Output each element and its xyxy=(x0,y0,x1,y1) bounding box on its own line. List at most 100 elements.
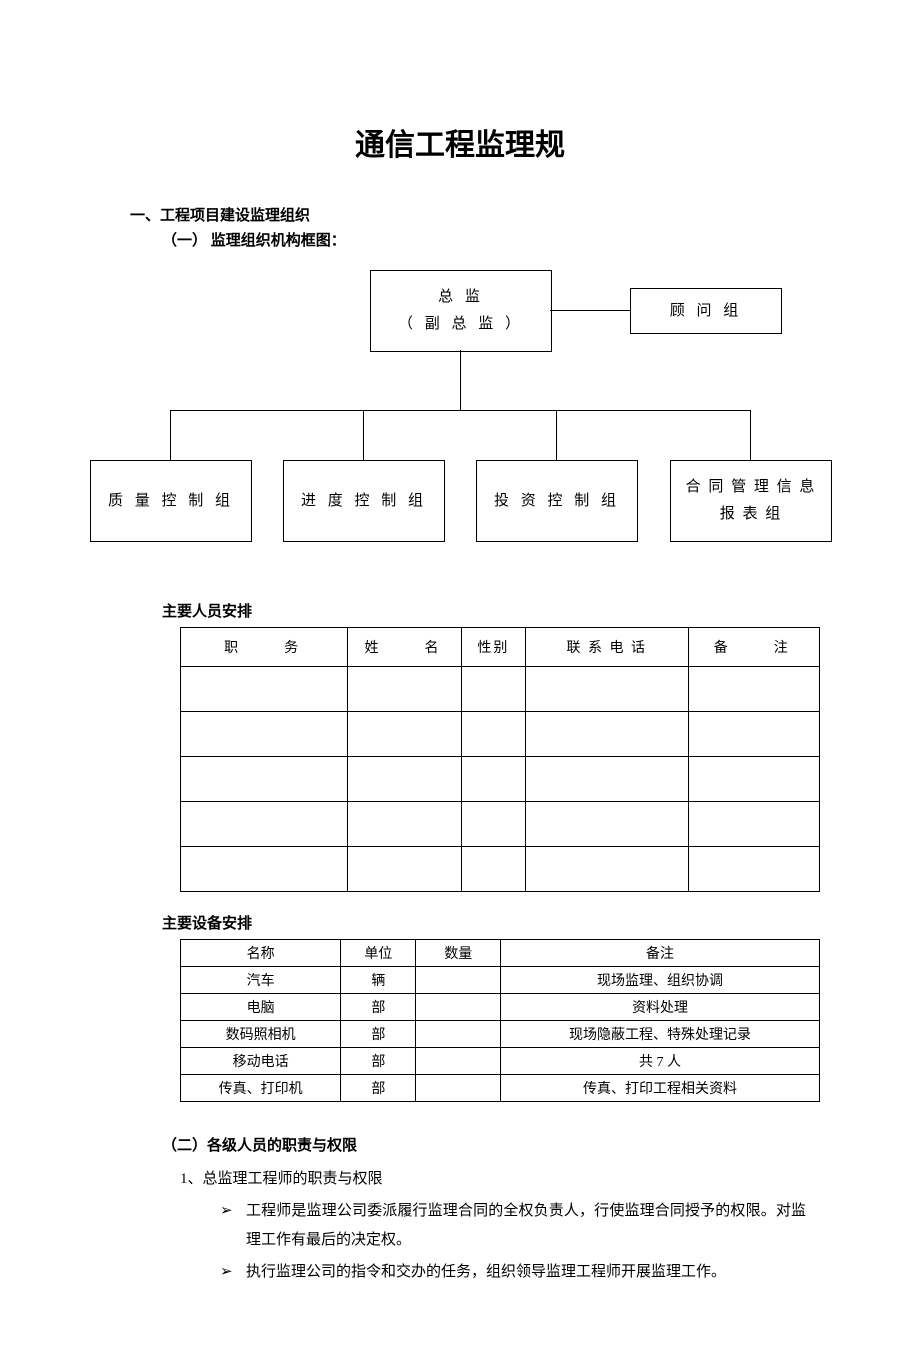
table-cell xyxy=(181,667,348,712)
org-node-advisor: 顾 问 组 xyxy=(630,288,782,334)
col-eq-unit: 单位 xyxy=(341,940,416,967)
org-chart: 总 监 （ 副 总 监 ） 顾 问 组 质 量 控 制 组 进 度 控 制 组 … xyxy=(90,270,830,570)
table-cell: 传真、打印工程相关资料 xyxy=(501,1075,820,1102)
table-row: 移动电话部 共 7 人 xyxy=(181,1048,820,1075)
table-cell: 共 7 人 xyxy=(501,1048,820,1075)
table-cell: 部 xyxy=(341,1021,416,1048)
personnel-table: 职 务 姓 名 性别 联 系 电 话 备 注 xyxy=(180,627,820,892)
bullet-item: 工程师是监理公司委派履行监理合同的全权负责人，行使监理合同授予的权限。对监理工作… xyxy=(220,1197,806,1254)
org-connector xyxy=(750,410,751,460)
table-row: 数码照相机部 现场隐蔽工程、特殊处理记录 xyxy=(181,1021,820,1048)
col-eq-qty: 数量 xyxy=(416,940,501,967)
col-eq-name: 名称 xyxy=(181,940,341,967)
table-row xyxy=(181,847,820,892)
table-cell: 数码照相机 xyxy=(181,1021,341,1048)
table-cell xyxy=(348,802,462,847)
org-node-contract-line1: 合 同 管 理 信 息 xyxy=(671,474,831,501)
section-1-1-heading: （一） 监理组织机构框图： xyxy=(162,229,830,250)
table-cell xyxy=(416,967,501,994)
bullet-item: 执行监理公司的指令和交办的任务，组织领导监理工程师开展监理工作。 xyxy=(220,1258,806,1287)
item-1-heading: 1、总监理工程师的职责与权限 xyxy=(180,1165,830,1194)
section-1-heading: 一、工程项目建设监理组织 xyxy=(130,204,830,225)
table-cell xyxy=(688,712,820,757)
org-node-progress: 进 度 控 制 组 xyxy=(283,460,445,542)
table-cell xyxy=(688,847,820,892)
table-cell xyxy=(688,802,820,847)
org-node-contract-line2: 报 表 组 xyxy=(671,501,831,528)
table-cell xyxy=(416,1075,501,1102)
table-cell: 现场监理、组织协调 xyxy=(501,967,820,994)
table-cell: 移动电话 xyxy=(181,1048,341,1075)
table-row xyxy=(181,757,820,802)
table-cell xyxy=(416,994,501,1021)
org-connector xyxy=(550,310,630,311)
col-phone: 联 系 电 话 xyxy=(526,628,688,667)
org-node-contract: 合 同 管 理 信 息 报 表 组 xyxy=(670,460,832,542)
table-cell xyxy=(416,1048,501,1075)
table-cell xyxy=(461,757,525,802)
equipment-table: 名称 单位 数量 备注 汽车辆现场监理、组织协调电脑部资料处理数码照相机部现场隐… xyxy=(180,939,820,1102)
table-cell xyxy=(688,667,820,712)
table-cell xyxy=(461,712,525,757)
table-row xyxy=(181,712,820,757)
table-cell: 汽车 xyxy=(181,967,341,994)
table-cell xyxy=(526,757,688,802)
table-cell xyxy=(181,712,348,757)
col-name: 姓 名 xyxy=(348,628,462,667)
table-cell xyxy=(348,847,462,892)
table-row xyxy=(181,802,820,847)
table-cell xyxy=(348,667,462,712)
table-cell: 传真、打印机 xyxy=(181,1075,341,1102)
table-row: 电脑部 资料处理 xyxy=(181,994,820,1021)
org-node-director-line1: 总 监 xyxy=(371,284,551,311)
table-row xyxy=(181,667,820,712)
col-gender: 性别 xyxy=(461,628,525,667)
table-cell xyxy=(348,757,462,802)
table-cell xyxy=(526,847,688,892)
table-cell: 电脑 xyxy=(181,994,341,1021)
org-connector xyxy=(170,410,750,411)
col-remark: 备 注 xyxy=(688,628,820,667)
table-cell: 部 xyxy=(341,1075,416,1102)
table-cell: 部 xyxy=(341,1048,416,1075)
table-row: 传真、打印机部 传真、打印工程相关资料 xyxy=(181,1075,820,1102)
col-eq-remark: 备注 xyxy=(501,940,820,967)
table-cell: 辆 xyxy=(341,967,416,994)
org-node-advisor-label: 顾 问 组 xyxy=(631,298,781,325)
org-node-quality-label: 质 量 控 制 组 xyxy=(91,488,251,515)
table-cell xyxy=(181,757,348,802)
org-node-director: 总 监 （ 副 总 监 ） xyxy=(370,270,552,352)
org-connector xyxy=(556,410,557,460)
table-cell: 现场隐蔽工程、特殊处理记录 xyxy=(501,1021,820,1048)
table-cell xyxy=(688,757,820,802)
org-connector xyxy=(170,410,171,460)
table-cell xyxy=(416,1021,501,1048)
org-node-progress-label: 进 度 控 制 组 xyxy=(284,488,444,515)
table-cell: 部 xyxy=(341,994,416,1021)
page-title: 通信工程监理规 xyxy=(90,120,830,164)
table-cell xyxy=(181,847,348,892)
table-cell xyxy=(348,712,462,757)
table-cell xyxy=(526,667,688,712)
table-cell xyxy=(526,802,688,847)
bullet-list: 工程师是监理公司委派履行监理合同的全权负责人，行使监理合同授予的权限。对监理工作… xyxy=(220,1197,830,1287)
org-node-quality: 质 量 控 制 组 xyxy=(90,460,252,542)
equipment-caption: 主要设备安排 xyxy=(162,912,830,933)
section-1-2-heading: （二）各级人员的职责与权限 xyxy=(162,1132,830,1161)
table-row: 汽车辆 现场监理、组织协调 xyxy=(181,967,820,994)
org-connector xyxy=(460,350,461,410)
personnel-caption: 主要人员安排 xyxy=(162,600,830,621)
table-header-row: 名称 单位 数量 备注 xyxy=(181,940,820,967)
col-position: 职 务 xyxy=(181,628,348,667)
org-node-investment-label: 投 资 控 制 组 xyxy=(477,488,637,515)
table-cell xyxy=(461,847,525,892)
table-cell: 资料处理 xyxy=(501,994,820,1021)
org-node-director-line2: （ 副 总 监 ） xyxy=(371,311,551,338)
table-cell xyxy=(461,667,525,712)
table-header-row: 职 务 姓 名 性别 联 系 电 话 备 注 xyxy=(181,628,820,667)
table-cell xyxy=(526,712,688,757)
org-connector xyxy=(363,410,364,460)
org-node-investment: 投 资 控 制 组 xyxy=(476,460,638,542)
table-cell xyxy=(461,802,525,847)
table-cell xyxy=(181,802,348,847)
